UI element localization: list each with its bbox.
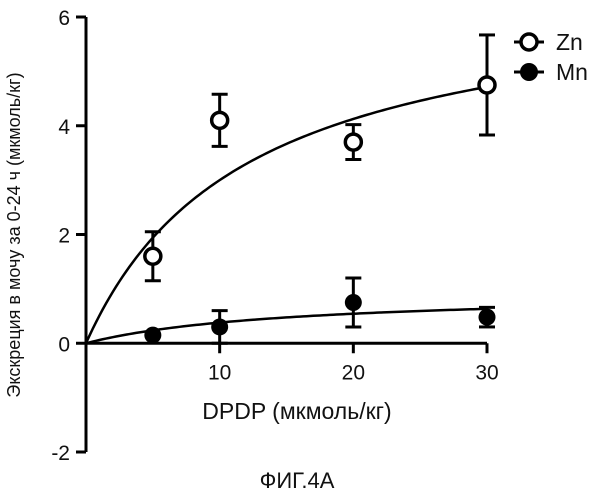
data-point-zn	[212, 112, 228, 128]
axes: 10 20 30 -2 0 2 4 6	[51, 7, 498, 465]
y-tick-label: 2	[58, 225, 70, 248]
data-point-zn	[345, 134, 361, 150]
legend-marker-mn	[520, 63, 538, 81]
data-point-mn	[479, 309, 496, 326]
data-point-zn	[479, 77, 495, 93]
y-tick-label: 6	[58, 7, 70, 30]
data-point-mn	[211, 318, 228, 335]
y-tick-label: 0	[58, 333, 70, 356]
data-point-mn	[144, 327, 161, 344]
x-ticks: 10 20 30	[208, 343, 499, 384]
y-axis-label: Экскреция в мочу за 0-24 ч (мкмоль/кг)	[4, 72, 24, 397]
legend-item-zn: Zn	[514, 29, 583, 55]
legend-marker-zn	[521, 34, 537, 50]
x-tick-label: 10	[208, 361, 231, 384]
y-tick-label: 4	[58, 116, 70, 139]
data-point-zn	[145, 248, 161, 264]
fit-curve-zn	[86, 87, 487, 343]
y-ticks: -2 0 2 4 6	[51, 7, 86, 465]
x-tick-label: 30	[475, 361, 498, 384]
legend-label-zn: Zn	[556, 29, 583, 55]
legend-label-mn: Mn	[556, 59, 588, 85]
x-tick-label: 20	[342, 361, 365, 384]
y-tick-label: -2	[51, 442, 70, 465]
data-point-mn	[345, 294, 362, 311]
data-points	[144, 35, 495, 344]
legend: Zn Mn	[514, 29, 588, 85]
legend-item-mn: Mn	[514, 59, 588, 85]
figure-caption: ФИГ.4А	[260, 468, 335, 493]
fit-curves	[86, 87, 487, 343]
x-axis-label: DPDP (мкмоль/кг)	[202, 398, 391, 424]
